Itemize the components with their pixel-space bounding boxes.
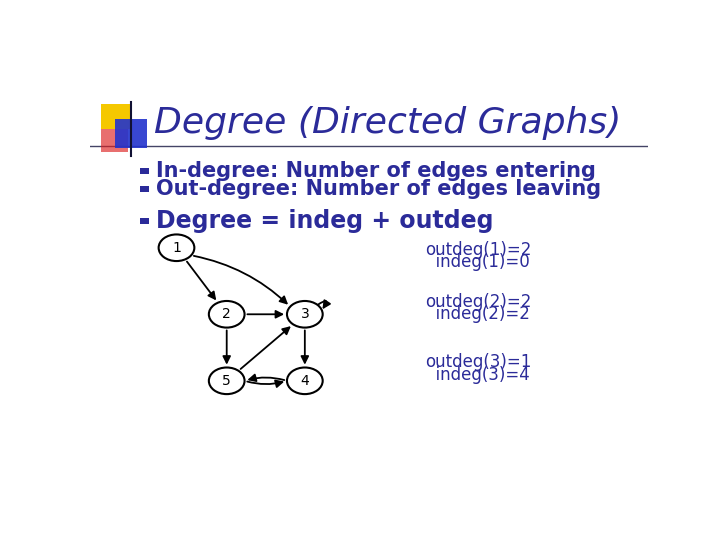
Bar xyxy=(101,104,132,129)
Bar xyxy=(140,168,149,174)
Text: 3: 3 xyxy=(300,307,309,321)
Text: 5: 5 xyxy=(222,374,231,388)
Text: Degree = indeg + outdeg: Degree = indeg + outdeg xyxy=(156,209,493,233)
Text: 1: 1 xyxy=(172,241,181,255)
Text: indeg(3)=4: indeg(3)=4 xyxy=(425,366,529,383)
Text: outdeg(2)=2: outdeg(2)=2 xyxy=(425,293,531,311)
Text: Out-degree: Number of edges leaving: Out-degree: Number of edges leaving xyxy=(156,179,601,199)
Text: indeg(1)=0: indeg(1)=0 xyxy=(425,253,529,271)
Text: In-degree: Number of edges entering: In-degree: Number of edges entering xyxy=(156,161,595,181)
Text: indeg(2)=2: indeg(2)=2 xyxy=(425,305,530,323)
FancyArrowPatch shape xyxy=(318,300,330,308)
Circle shape xyxy=(158,234,194,261)
Circle shape xyxy=(287,301,323,328)
Text: 2: 2 xyxy=(222,307,231,321)
Circle shape xyxy=(209,301,245,328)
Circle shape xyxy=(209,368,245,394)
Bar xyxy=(140,186,149,192)
Text: Degree (Directed Graphs): Degree (Directed Graphs) xyxy=(154,106,621,140)
Text: outdeg(1)=2: outdeg(1)=2 xyxy=(425,241,531,259)
Bar xyxy=(140,218,149,224)
Text: outdeg(3)=1: outdeg(3)=1 xyxy=(425,353,531,371)
Circle shape xyxy=(287,368,323,394)
Bar xyxy=(101,129,128,152)
Bar xyxy=(115,119,148,148)
Text: 4: 4 xyxy=(300,374,309,388)
